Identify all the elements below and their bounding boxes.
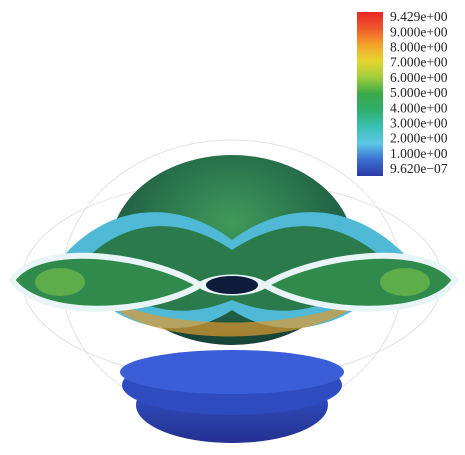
legend-label: 9.620e−07 xyxy=(390,161,448,176)
legend-label: 1.000e+00 xyxy=(390,146,448,161)
colorbar xyxy=(357,12,383,176)
legend-label: 6.000e+00 xyxy=(390,70,448,85)
legend-labels: 9.429e+009.000e+008.000e+007.000e+006.00… xyxy=(390,9,448,176)
base-cylinder xyxy=(120,350,344,443)
center-hole xyxy=(206,276,258,294)
legend-label: 9.429e+00 xyxy=(390,9,448,24)
legend-label: 2.000e+00 xyxy=(390,131,448,146)
contour-figure: 9.429e+009.000e+008.000e+007.000e+006.00… xyxy=(0,0,465,455)
legend-label: 8.000e+00 xyxy=(390,39,448,54)
legend-label: 4.000e+00 xyxy=(390,100,448,115)
legend-label: 5.000e+00 xyxy=(390,85,448,100)
legend-label: 7.000e+00 xyxy=(390,55,448,70)
highlight xyxy=(380,268,430,296)
legend-label: 9.000e+00 xyxy=(390,24,448,39)
highlight xyxy=(35,268,85,296)
legend-label: 3.000e+00 xyxy=(390,115,448,130)
